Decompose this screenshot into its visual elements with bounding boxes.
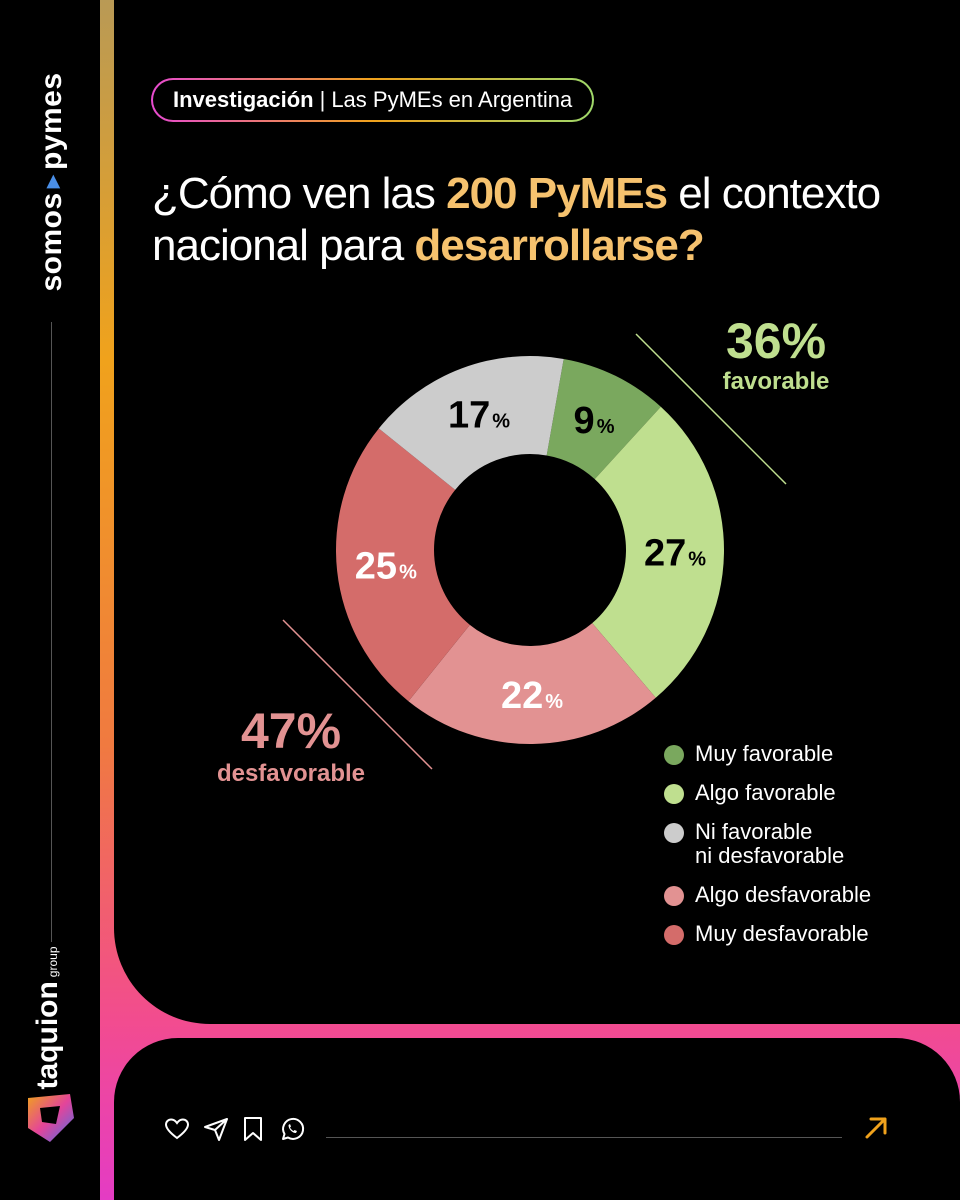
- legend-item: Muy favorable: [664, 742, 954, 766]
- unfavorable-total: 47%: [241, 703, 341, 759]
- slice-label-ni-favorable-ni-desfavorable: 17%: [448, 394, 510, 436]
- taquion-logo-icon: [28, 1094, 74, 1142]
- legend-label: Algo favorable: [695, 780, 836, 805]
- whatsapp-icon[interactable]: [278, 1115, 306, 1143]
- page-title: ¿Cómo ven las 200 PyMEs el contexto naci…: [152, 168, 942, 272]
- legend-label: Algo desfavorable: [695, 882, 872, 907]
- unfavorable-connector-line: [282, 619, 433, 770]
- legend-item: Muy desfavorable: [664, 922, 954, 946]
- legend-swatch: [664, 784, 684, 804]
- pill-topic: Las PyMEs en Argentina: [331, 87, 573, 112]
- legend-swatch: [664, 745, 684, 765]
- favorable-connector-line: [635, 333, 787, 485]
- legend-label: Muy desfavorable: [695, 921, 869, 946]
- bookmark-icon[interactable]: [239, 1115, 267, 1143]
- pill-separator: |: [319, 87, 326, 112]
- slice-muy-favorable: [546, 358, 661, 480]
- legend-item: Ni favorable ni desfavorable: [664, 820, 954, 868]
- legend-label: Muy favorable: [695, 741, 834, 766]
- main-panel: [114, 0, 960, 1024]
- title-highlight-2: desarrollarse?: [414, 221, 704, 270]
- slice-muy-desfavorable: [336, 428, 470, 702]
- favorable-total-label: favorable: [723, 368, 830, 395]
- category-pill: Investigación | Las PyMEs en Argentina: [151, 78, 594, 122]
- title-part2: el contexto nacional para: [152, 169, 881, 270]
- legend-item: Algo favorable: [664, 781, 954, 805]
- send-icon[interactable]: [202, 1115, 230, 1143]
- legend-swatch: [664, 886, 684, 906]
- legend-swatch: [664, 925, 684, 945]
- vertical-divider: [51, 322, 52, 942]
- heart-icon[interactable]: [163, 1115, 191, 1143]
- favorable-total: 36%: [726, 313, 826, 369]
- legend-label: Ni favorable ni desfavorable: [695, 819, 845, 868]
- bottom-divider: [326, 1137, 842, 1138]
- slice-algo-favorable: [592, 406, 724, 698]
- slice-label-algo-favorable: 27%: [644, 533, 706, 575]
- legend-item: Algo desfavorable: [664, 883, 954, 907]
- slice-algo-desfavorable: [408, 623, 656, 744]
- slice-ni-favorable-ni-desfavorable: [378, 356, 564, 490]
- chart-legend: Muy favorable Algo favorable Ni favorable …: [664, 742, 954, 961]
- slice-label-muy-desfavorable: 25%: [355, 546, 417, 588]
- left-strip: [0, 0, 100, 1200]
- slice-label-muy-favorable: 9%: [574, 400, 615, 442]
- pill-category: Investigación: [173, 87, 314, 112]
- title-part1: ¿Cómo ven las: [152, 169, 447, 218]
- title-highlight-1: 200 PyMEs: [446, 169, 668, 218]
- legend-swatch: [664, 823, 684, 843]
- unfavorable-total-label: desfavorable: [217, 760, 365, 787]
- slice-label-algo-desfavorable: 22%: [501, 675, 563, 717]
- arrow-up-right-icon[interactable]: [862, 1114, 890, 1142]
